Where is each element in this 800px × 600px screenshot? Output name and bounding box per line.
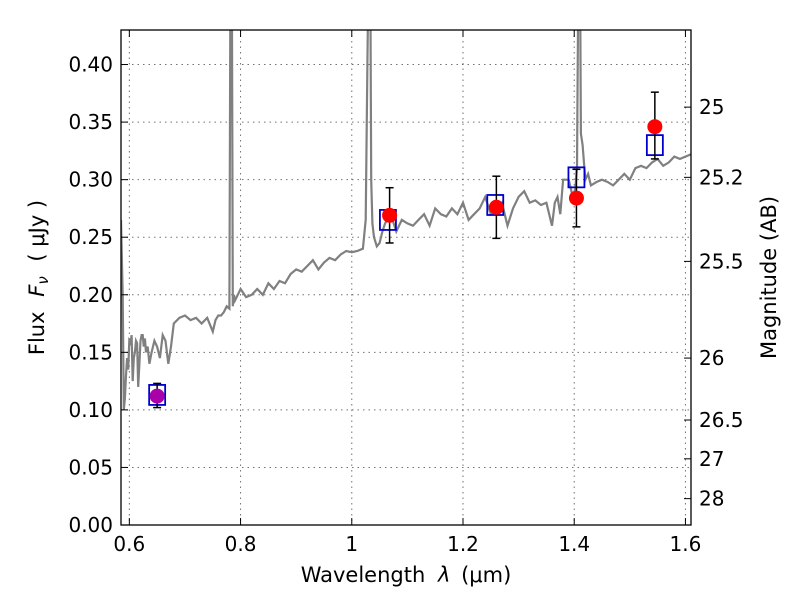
y-tick-label: 0.25: [68, 225, 113, 249]
y2-tick-label: 27: [699, 447, 724, 471]
x-tick-label: 1.6: [670, 532, 702, 556]
y2-tick-label: 25.5: [699, 249, 744, 273]
x-tick-label: 0.6: [113, 532, 145, 556]
plot-area: [121, 30, 691, 411]
plot-frame: [120, 29, 692, 526]
x-tick-label: 1.4: [558, 532, 590, 556]
observed-point: [568, 190, 584, 206]
x-tick-label: 1.2: [447, 532, 479, 556]
y-tick-label: 0.20: [68, 283, 113, 307]
y2-tick-label: 26: [699, 346, 724, 370]
y-tick-label: 0.10: [68, 398, 113, 422]
x-tick-label: 0.8: [225, 532, 257, 556]
observed-first-point: [149, 388, 165, 404]
data-points-layer: [148, 91, 664, 409]
y2-tick-label: 26.5: [699, 408, 744, 432]
x-axis-label: Wavelength λ (μm): [301, 563, 512, 587]
y-tick-label: 0.35: [68, 110, 113, 134]
y-tick-label: 0.00: [68, 513, 113, 537]
y2-tick-label: 28: [699, 487, 724, 511]
y2-axis-label: Magnitude (AB): [757, 196, 781, 359]
observed-point: [382, 207, 398, 223]
observed-point: [488, 199, 504, 215]
y-tick-label: 0.40: [68, 53, 113, 77]
y-tick-label: 0.30: [68, 168, 113, 192]
model-spectrum-line: [121, 30, 691, 411]
x-tick-label: 1: [345, 532, 358, 556]
y-tick-label: 0.05: [68, 455, 113, 479]
observed-point: [647, 119, 663, 135]
y2-tick-label: 25: [699, 95, 724, 119]
y2-tick-label: 25.2: [699, 165, 744, 189]
y-axis-label: Flux Fν ( μJy ): [25, 200, 53, 355]
ticks-layer: 0.6 0.8 1 1.2 1.4 1.6 0.00 0.05 0.10 0.15 0.20 0.25…: [68, 30, 744, 556]
y-tick-label: 0.15: [68, 340, 113, 364]
grid-layer: [121, 30, 691, 526]
